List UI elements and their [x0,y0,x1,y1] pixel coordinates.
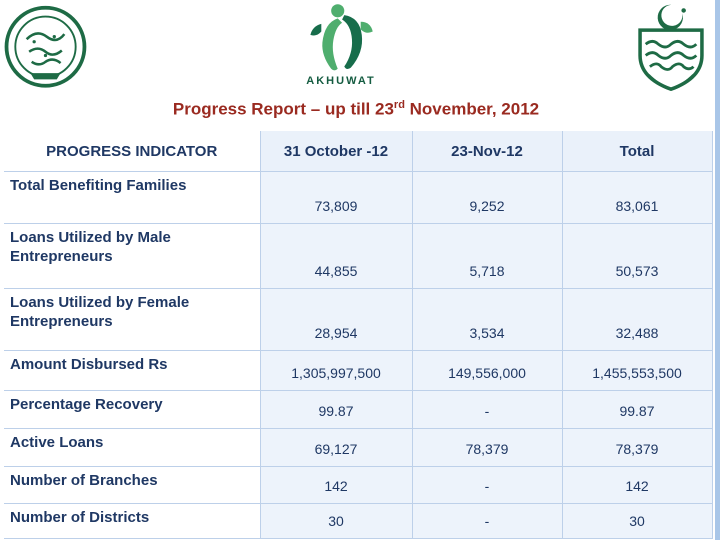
indicator-cell: Loans Utilized by Male Entrepreneurs [4,223,261,289]
title-superscript: rd [393,99,405,111]
value-cell: 78,379 [561,428,713,467]
title-text: Progress Report – up till 23 [172,99,394,119]
table-row: Number of Branches 142 - 142 [4,466,713,504]
value-cell: 73,809 [259,171,413,224]
value-cell: - [411,390,563,429]
value-cell: 28,954 [259,288,413,351]
table-row: Amount Disbursed Rs 1,305,997,500 149,55… [4,350,713,391]
value-cell: 1,455,553,500 [561,350,713,391]
indicator-cell: Number of Branches [4,466,261,504]
value-cell: 99.87 [259,390,413,429]
table-row: Total Benefiting Families 73,809 9,252 8… [4,171,713,224]
value-cell: 5,718 [411,223,563,289]
value-cell: 30 [561,503,713,539]
value-cell: 3,534 [411,288,563,351]
value-cell: 9,252 [411,171,563,224]
table-row: Percentage Recovery 99.87 - 99.87 [4,390,713,429]
column-header-november: 23-Nov-12 [411,131,563,172]
table-row: Active Loans 69,127 78,379 78,379 [4,428,713,467]
university-emblem-icon [4,5,87,88]
value-cell: 1,305,997,500 [259,350,413,391]
value-cell: 142 [259,466,413,504]
table-row: Loans Utilized by Male Entrepreneurs 44,… [4,223,713,289]
table-header-row: PROGRESS INDICATOR 31 October -12 23-Nov… [4,131,713,172]
column-header-total: Total [561,131,713,172]
value-cell: 30 [259,503,413,539]
akhuwat-wordmark: AKHUWAT [306,75,376,87]
value-cell: - [411,466,563,504]
value-cell: 78,379 [411,428,563,467]
value-cell: 99.87 [561,390,713,429]
value-cell: 50,573 [561,223,713,289]
punjab-crest-icon [638,4,704,92]
value-cell: 142 [561,466,713,504]
title-text-end: November, 2012 [404,99,540,119]
value-cell: - [411,503,563,539]
indicator-cell: Amount Disbursed Rs [4,350,261,391]
indicator-cell: Percentage Recovery [4,390,261,429]
column-header-indicator: PROGRESS INDICATOR [4,131,261,172]
akhuwat-figure-icon [310,4,373,71]
indicator-cell: Loans Utilized by Female Entrepreneurs [4,288,261,351]
value-cell: 149,556,000 [411,350,563,391]
value-cell: 44,855 [259,223,413,289]
university-emblem-logo [0,4,96,92]
column-header-october: 31 October -12 [259,131,413,172]
akhuwat-logo: AKHUWAT [296,2,386,96]
punjab-crest-logo [626,2,716,92]
table-row: Loans Utilized by Female Entrepreneurs 2… [4,288,713,351]
progress-report-table: PROGRESS INDICATOR 31 October -12 23-Nov… [4,131,713,539]
value-cell: 83,061 [561,171,713,224]
table-row: Number of Districts 30 - 30 [4,503,713,539]
value-cell: 69,127 [259,428,413,467]
value-cell: 32,488 [561,288,713,351]
indicator-cell: Total Benefiting Families [4,171,261,224]
indicator-cell: Active Loans [4,428,261,467]
page-title: Progress Report – up till 23rd November,… [0,99,712,120]
slide-edge-decoration [715,0,720,540]
indicator-cell: Number of Districts [4,503,261,539]
